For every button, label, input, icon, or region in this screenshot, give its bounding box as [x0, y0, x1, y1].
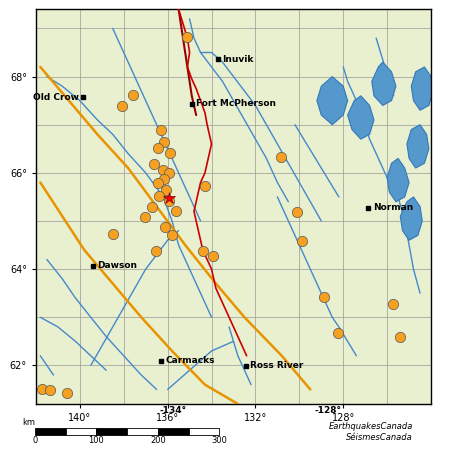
Text: Ross River: Ross River: [251, 361, 304, 370]
Point: [154, 180, 161, 187]
Text: EarthquakesCanada
SéismesCanada: EarthquakesCanada SéismesCanada: [329, 422, 413, 442]
Text: Dawson: Dawson: [97, 261, 137, 270]
Point: [155, 144, 162, 151]
Point: [159, 167, 167, 174]
Bar: [158, 428, 189, 435]
Text: Fort McPherson: Fort McPherson: [196, 99, 277, 108]
Point: [335, 329, 342, 336]
Text: 100: 100: [88, 436, 104, 445]
Point: [210, 252, 217, 259]
Point: [161, 175, 168, 182]
Point: [160, 138, 167, 145]
Point: [153, 247, 160, 254]
Point: [161, 223, 168, 230]
Point: [118, 103, 125, 110]
Point: [278, 154, 285, 161]
Point: [162, 186, 169, 193]
Text: 300: 300: [211, 436, 228, 445]
Point: [63, 390, 70, 397]
Point: [168, 232, 175, 239]
Text: 0: 0: [32, 436, 37, 445]
Point: [202, 183, 209, 190]
Text: 200: 200: [150, 436, 166, 445]
Text: Norman: Norman: [373, 203, 413, 212]
Text: -128°: -128°: [314, 406, 341, 415]
Point: [141, 213, 148, 221]
Point: [129, 91, 136, 99]
Point: [390, 300, 397, 308]
Text: Inuvik: Inuvik: [222, 55, 253, 64]
Point: [156, 192, 163, 200]
Point: [172, 207, 180, 215]
Point: [320, 293, 327, 301]
Polygon shape: [317, 77, 348, 125]
Point: [46, 387, 53, 394]
Point: [166, 169, 173, 177]
Polygon shape: [372, 62, 396, 106]
Point: [396, 334, 404, 341]
Polygon shape: [407, 125, 429, 168]
Point: [166, 197, 173, 204]
Bar: [35, 428, 66, 435]
Bar: [189, 428, 220, 435]
Point: [299, 238, 306, 245]
Polygon shape: [401, 197, 422, 240]
Polygon shape: [387, 158, 409, 202]
Point: [110, 231, 117, 238]
Point: [167, 149, 174, 157]
Point: [200, 247, 207, 254]
Text: Old Crow: Old Crow: [33, 93, 79, 102]
Point: [293, 209, 300, 216]
Point: [158, 127, 165, 134]
Point: [184, 34, 191, 41]
Text: -134°: -134°: [159, 406, 186, 415]
Bar: [127, 428, 158, 435]
Text: km: km: [22, 418, 35, 427]
Text: Carmacks: Carmacks: [165, 356, 215, 365]
Polygon shape: [348, 96, 374, 139]
Bar: [66, 428, 97, 435]
Point: [148, 203, 155, 210]
Bar: [97, 428, 127, 435]
Point: [39, 385, 46, 392]
Polygon shape: [411, 67, 433, 110]
Point: [150, 161, 158, 168]
